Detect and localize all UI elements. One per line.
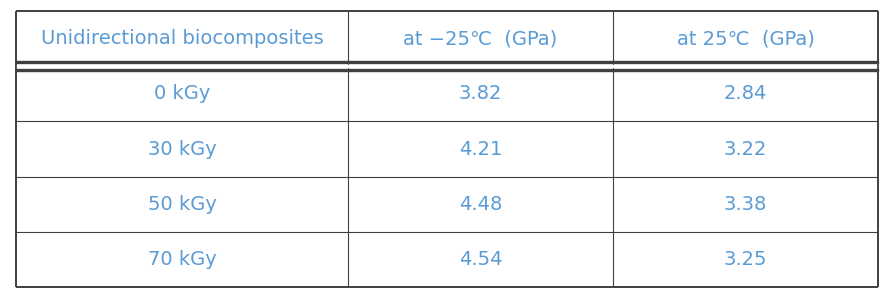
Text: Unidirectional biocomposites: Unidirectional biocomposites [40, 30, 324, 48]
Text: 30 kGy: 30 kGy [148, 139, 216, 159]
Text: 70 kGy: 70 kGy [148, 250, 216, 268]
Text: 4.21: 4.21 [459, 139, 502, 159]
Text: 3.38: 3.38 [724, 195, 767, 214]
Text: 3.82: 3.82 [459, 84, 502, 103]
Text: 4.48: 4.48 [459, 195, 502, 214]
Text: 50 kGy: 50 kGy [148, 195, 216, 214]
Text: at −25℃  (GPa): at −25℃ (GPa) [403, 30, 558, 48]
Text: 3.25: 3.25 [724, 250, 767, 268]
Text: 0 kGy: 0 kGy [154, 84, 210, 103]
Text: 4.54: 4.54 [459, 250, 502, 268]
Text: 3.22: 3.22 [724, 139, 767, 159]
Text: at 25℃  (GPa): at 25℃ (GPa) [677, 30, 814, 48]
Text: 2.84: 2.84 [724, 84, 767, 103]
